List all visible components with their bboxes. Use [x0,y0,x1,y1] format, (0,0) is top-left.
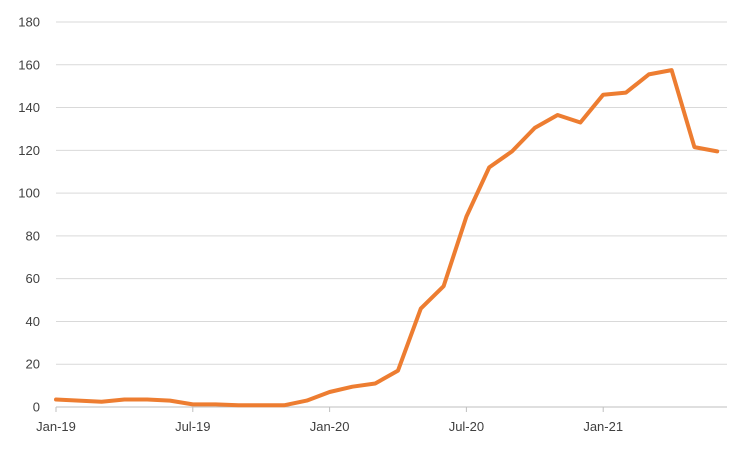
y-tick-label: 20 [26,357,40,372]
y-tick-label: 160 [18,57,40,72]
y-tick-label: 80 [26,228,40,243]
y-tick-label: 180 [18,15,40,30]
y-tick-label: 100 [18,186,40,201]
x-tick-label: Jan-21 [583,419,623,434]
x-axis-ticks: Jan-19 Jul-19 Jan-20 Jul-20 Jan-21 [36,407,623,434]
x-tick-label: Jan-20 [310,419,350,434]
y-tick-label: 120 [18,143,40,158]
plot-area [54,68,720,408]
y-axis-ticks: 0 20 40 60 80 100 120 140 160 180 [18,15,40,415]
y-tick-label: 60 [26,271,40,286]
series-line-0 [54,68,720,408]
x-tick-label: Jul-20 [449,419,484,434]
y-tick-label: 140 [18,100,40,115]
y-tick-label: 40 [26,314,40,329]
grid-lines [56,21,727,408]
x-tick-label: Jan-19 [36,419,76,434]
x-tick-label: Jul-19 [175,419,210,434]
y-tick-label: 0 [33,400,40,415]
